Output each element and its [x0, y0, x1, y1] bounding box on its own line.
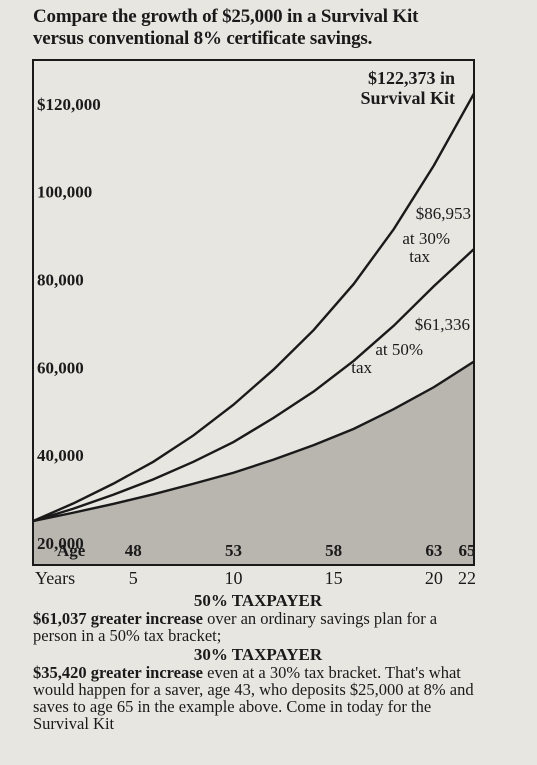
growth-chart: $120,000 100,000 80,000 60,000 40,000 20,000 $…	[32, 59, 476, 588]
end-label-survival-kit-value: $122,373 in	[368, 68, 455, 88]
note-body-30: $35,420 greater increase even at a 30% t…	[33, 664, 483, 732]
area-50-tax	[33, 361, 474, 565]
age-tick-2: 58	[325, 541, 342, 560]
years-row-title: Years	[35, 568, 75, 588]
age-tick-0: 48	[125, 541, 142, 560]
years-tick-0: 5	[129, 568, 138, 588]
series-line-1	[32, 92, 476, 523]
series-line-3	[32, 360, 475, 523]
heading-line-1: Compare the growth of $25,000 in a Survi…	[33, 6, 419, 27]
heading-line-2: versus conventional 8% certificate savin…	[33, 28, 373, 49]
age-tick-3: 63	[425, 541, 442, 560]
notes-section: 50% TAXPAYER $61,037 greater increase ov…	[33, 592, 483, 734]
note-text-30: even at a 30% tax bracket. That's what w…	[33, 663, 474, 733]
years-tick-1: 10	[224, 568, 242, 588]
note-text-50: over an ordinary savings plan for a pers…	[33, 609, 438, 645]
y-tick-label-2: 80,000	[37, 271, 84, 290]
age-tick-4: 65	[459, 541, 476, 560]
plot-frame	[32, 59, 475, 566]
y-tick-label-0: $120,000	[37, 95, 101, 114]
y-tick-label-4: 40,000	[37, 446, 84, 465]
y-tick-label-5: 20,000	[37, 534, 84, 553]
end-label-30-value: $86,953	[416, 204, 471, 223]
end-label-50-value: $61,336	[415, 315, 470, 334]
note-title-30: 30% TAXPAYER	[193, 645, 323, 664]
age-row-title: Age	[57, 541, 86, 560]
end-label-30-rate: at 30%	[402, 229, 450, 248]
note-bold-50: $61,037 greater increase	[33, 609, 203, 628]
years-tick-2: 15	[325, 568, 343, 588]
series-line-2	[32, 248, 475, 523]
age-tick-1: 53	[225, 541, 242, 560]
y-tick-label-1: 100,000	[37, 183, 92, 202]
y-tick-label-3: 60,000	[37, 358, 84, 377]
years-tick-3: 20	[425, 568, 443, 588]
end-label-30-tax: tax	[409, 247, 430, 266]
end-label-survival-kit-name: Survival Kit	[360, 88, 455, 108]
chart-heading: Compare the growth of $25,000 in a Survi…	[33, 6, 483, 50]
note-bold-30: $35,420 greater increase	[33, 663, 203, 682]
end-label-50-rate: at 50%	[375, 340, 423, 359]
end-label-50-tax: tax	[351, 358, 372, 377]
note-title-50: 50% TAXPAYER	[193, 591, 323, 610]
years-tick-4: 22	[458, 568, 476, 588]
note-body-50: $61,037 greater increase over an ordinar…	[33, 610, 483, 644]
